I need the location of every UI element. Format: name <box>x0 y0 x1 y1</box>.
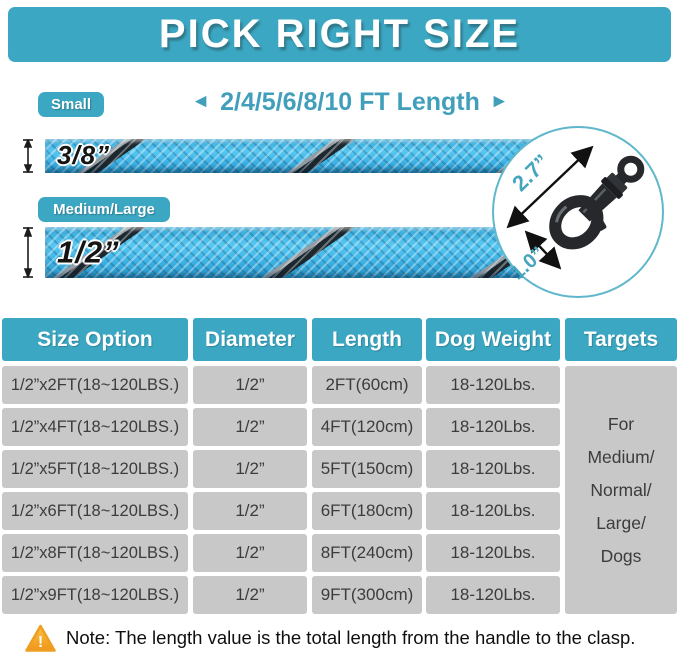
targets-line: Dogs <box>600 545 642 566</box>
targets-line: For <box>607 413 635 434</box>
clasp-detail-circle: 2.7” 1.0” <box>492 126 664 298</box>
targets-line: Normal/ <box>590 479 652 500</box>
targets-line: Large/ <box>596 512 646 533</box>
small-size-badge: Small <box>38 92 104 117</box>
column-header-size-option: Size Option <box>2 318 188 361</box>
clasp-width-arrow <box>524 230 562 270</box>
bolt-snap-clasp-icon <box>549 155 645 250</box>
table-cell-diameter: 1/2” <box>193 492 307 530</box>
table-cell-size_option: 1/2”x4FT(18~120LBS.) <box>2 408 188 446</box>
left-arrow-icon: ◄ <box>191 91 211 112</box>
table-cell-diameter: 1/2” <box>193 366 307 404</box>
column-header-dog-weight: Dog Weight <box>426 318 560 361</box>
table-cell-dog_weight: 18-120Lbs. <box>426 366 560 404</box>
table-cell-size_option: 1/2”x5FT(18~120LBS.) <box>2 450 188 488</box>
table-cell-length: 8FT(240cm) <box>312 534 422 572</box>
column-header-diameter: Diameter <box>193 318 307 361</box>
table-cell-diameter: 1/2” <box>193 450 307 488</box>
table-cell-size_option: 1/2”x8FT(18~120LBS.) <box>2 534 188 572</box>
length-note: ! Note: The length value is the total le… <box>24 621 635 655</box>
clasp-illustration: 2.7” 1.0” <box>506 145 645 284</box>
table-cell-dog_weight: 18-120Lbs. <box>426 576 560 614</box>
diameter-measure-arrow-large <box>23 227 33 278</box>
table-cell-dog_weight: 18-120Lbs. <box>426 492 560 530</box>
table-cell-length: 9FT(300cm) <box>312 576 422 614</box>
table-cell-diameter: 1/2” <box>193 408 307 446</box>
table-cell-length: 2FT(60cm) <box>312 366 422 404</box>
table-cell-length: 5FT(150cm) <box>312 450 422 488</box>
large-diameter-label: 1/2” <box>57 233 120 269</box>
column-header-targets: Targets <box>565 318 677 361</box>
note-text: Note: The length value is the total leng… <box>66 627 636 648</box>
table-cell-dog_weight: 18-120Lbs. <box>426 450 560 488</box>
table-cell-diameter: 1/2” <box>193 576 307 614</box>
targets-cell: For Medium/Normal/Large/Dogs <box>565 366 677 614</box>
diameter-measure-arrow-small <box>23 139 33 173</box>
small-diameter-label: 3/8” <box>57 139 111 170</box>
warning-triangle-icon: ! <box>25 624 56 652</box>
medium-large-size-badge: Medium/Large <box>38 197 170 222</box>
table-cell-dog_weight: 18-120Lbs. <box>426 534 560 572</box>
page-title: PICK RIGHT SIZE <box>8 7 671 62</box>
clasp-length-arrow <box>506 145 594 229</box>
right-arrow-icon: ► <box>489 91 509 112</box>
warning-exclamation-glyph: ! <box>38 634 43 651</box>
table-cell-size_option: 1/2”x6FT(18~120LBS.) <box>2 492 188 530</box>
table-cell-length: 6FT(180cm) <box>312 492 422 530</box>
table-cell-diameter: 1/2” <box>193 534 307 572</box>
table-cell-size_option: 1/2”x2FT(18~120LBS.) <box>2 366 188 404</box>
table-cell-length: 4FT(120cm) <box>312 408 422 446</box>
table-cell-dog_weight: 18-120Lbs. <box>426 408 560 446</box>
length-options-label: 2/4/5/6/8/10 FT Length <box>220 87 480 116</box>
column-header-length: Length <box>312 318 422 361</box>
targets-line: Medium/ <box>587 446 655 467</box>
table-cell-size_option: 1/2”x9FT(18~120LBS.) <box>2 576 188 614</box>
length-options-line: ◄ 2/4/5/6/8/10 FT Length ► <box>165 85 535 119</box>
